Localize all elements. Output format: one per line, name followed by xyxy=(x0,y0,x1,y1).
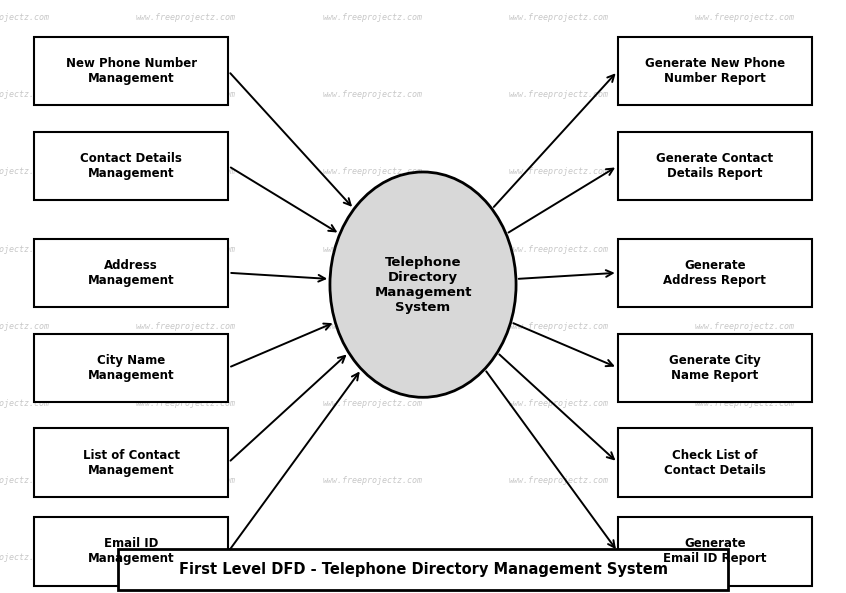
Text: www.freeprojectz.com: www.freeprojectz.com xyxy=(508,244,608,254)
Text: Address
Management: Address Management xyxy=(88,259,174,287)
Text: www.freeprojectz.com: www.freeprojectz.com xyxy=(695,244,794,254)
Text: www.freeprojectz.com: www.freeprojectz.com xyxy=(0,476,50,485)
Text: Generate
Email ID Report: Generate Email ID Report xyxy=(663,537,766,566)
Text: www.freeprojectz.com: www.freeprojectz.com xyxy=(0,244,50,254)
Text: www.freeprojectz.com: www.freeprojectz.com xyxy=(322,13,422,23)
Text: www.freeprojectz.com: www.freeprojectz.com xyxy=(508,398,608,408)
Text: www.freeprojectz.com: www.freeprojectz.com xyxy=(0,90,50,100)
Text: Email ID
Management: Email ID Management xyxy=(88,537,174,566)
Text: www.freeprojectz.com: www.freeprojectz.com xyxy=(136,167,236,177)
Text: www.freeprojectz.com: www.freeprojectz.com xyxy=(695,321,794,331)
Text: www.freeprojectz.com: www.freeprojectz.com xyxy=(0,553,50,562)
Text: www.freeprojectz.com: www.freeprojectz.com xyxy=(0,167,50,177)
Text: www.freeprojectz.com: www.freeprojectz.com xyxy=(322,321,422,331)
Bar xyxy=(34,239,228,307)
Text: www.freeprojectz.com: www.freeprojectz.com xyxy=(136,321,236,331)
Text: www.freeprojectz.com: www.freeprojectz.com xyxy=(322,553,422,562)
Bar xyxy=(34,517,228,586)
Text: www.freeprojectz.com: www.freeprojectz.com xyxy=(322,167,422,177)
Text: Generate Contact
Details Report: Generate Contact Details Report xyxy=(656,152,773,180)
Text: www.freeprojectz.com: www.freeprojectz.com xyxy=(322,398,422,408)
Text: www.freeprojectz.com: www.freeprojectz.com xyxy=(136,398,236,408)
Bar xyxy=(618,132,812,200)
Bar xyxy=(34,333,228,402)
Bar xyxy=(34,37,228,106)
Text: www.freeprojectz.com: www.freeprojectz.com xyxy=(695,398,794,408)
Text: www.freeprojectz.com: www.freeprojectz.com xyxy=(0,13,50,23)
Text: www.freeprojectz.com: www.freeprojectz.com xyxy=(508,553,608,562)
Bar xyxy=(34,132,228,200)
Bar xyxy=(34,428,228,497)
Text: www.freeprojectz.com: www.freeprojectz.com xyxy=(136,13,236,23)
Text: www.freeprojectz.com: www.freeprojectz.com xyxy=(508,476,608,485)
Text: www.freeprojectz.com: www.freeprojectz.com xyxy=(136,90,236,100)
Text: www.freeprojectz.com: www.freeprojectz.com xyxy=(322,90,422,100)
Bar xyxy=(618,239,812,307)
Text: www.freeprojectz.com: www.freeprojectz.com xyxy=(508,321,608,331)
Text: www.freeprojectz.com: www.freeprojectz.com xyxy=(508,90,608,100)
Text: www.freeprojectz.com: www.freeprojectz.com xyxy=(136,476,236,485)
Text: www.freeprojectz.com: www.freeprojectz.com xyxy=(695,90,794,100)
Text: www.freeprojectz.com: www.freeprojectz.com xyxy=(0,321,50,331)
Text: www.freeprojectz.com: www.freeprojectz.com xyxy=(695,167,794,177)
Text: First Level DFD - Telephone Directory Management System: First Level DFD - Telephone Directory Ma… xyxy=(179,562,667,577)
Text: www.freeprojectz.com: www.freeprojectz.com xyxy=(508,13,608,23)
Text: List of Contact
Management: List of Contact Management xyxy=(83,448,179,477)
Bar xyxy=(618,517,812,586)
Text: www.freeprojectz.com: www.freeprojectz.com xyxy=(695,553,794,562)
Text: Generate City
Name Report: Generate City Name Report xyxy=(669,353,761,382)
Text: www.freeprojectz.com: www.freeprojectz.com xyxy=(508,167,608,177)
Text: New Phone Number
Management: New Phone Number Management xyxy=(66,57,196,85)
Text: Generate New Phone
Number Report: Generate New Phone Number Report xyxy=(645,57,785,85)
Text: www.freeprojectz.com: www.freeprojectz.com xyxy=(0,398,50,408)
Text: City Name
Management: City Name Management xyxy=(88,353,174,382)
Text: www.freeprojectz.com: www.freeprojectz.com xyxy=(695,13,794,23)
Bar xyxy=(118,549,728,590)
Bar xyxy=(618,37,812,106)
Text: Generate
Address Report: Generate Address Report xyxy=(663,259,766,287)
Text: www.freeprojectz.com: www.freeprojectz.com xyxy=(136,244,236,254)
Text: www.freeprojectz.com: www.freeprojectz.com xyxy=(322,244,422,254)
Bar xyxy=(618,428,812,497)
Text: Contact Details
Management: Contact Details Management xyxy=(80,152,182,180)
Text: Check List of
Contact Details: Check List of Contact Details xyxy=(664,448,766,477)
Bar xyxy=(618,333,812,402)
Text: Telephone
Directory
Management
System: Telephone Directory Management System xyxy=(374,256,472,314)
Text: www.freeprojectz.com: www.freeprojectz.com xyxy=(136,553,236,562)
Text: www.freeprojectz.com: www.freeprojectz.com xyxy=(695,476,794,485)
Ellipse shape xyxy=(330,172,516,397)
Text: www.freeprojectz.com: www.freeprojectz.com xyxy=(322,476,422,485)
